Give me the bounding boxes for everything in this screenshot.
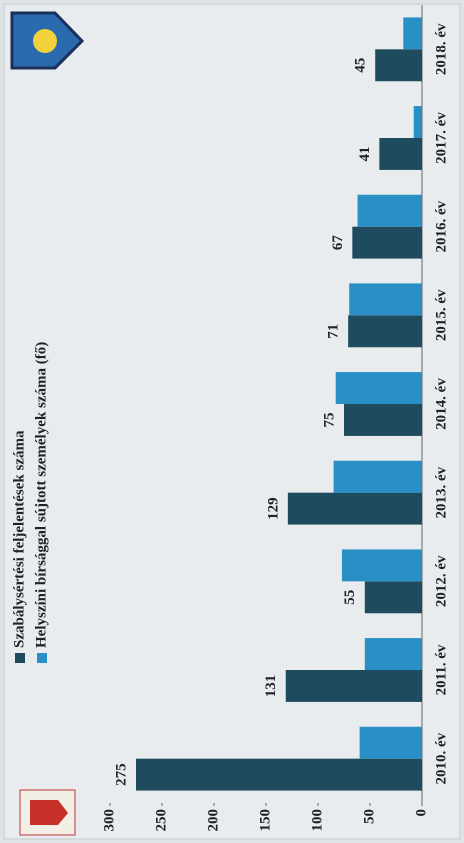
- bar: [379, 137, 422, 170]
- bar: [403, 17, 422, 50]
- bar: [352, 226, 423, 259]
- data-label: 67: [330, 235, 346, 251]
- y-tick-label: 0: [413, 809, 429, 817]
- y-tick-label: 250: [153, 809, 169, 832]
- logo-left: [19, 789, 76, 836]
- legend-label: Helyszíni bírsággal sújtott személyek sz…: [33, 342, 49, 648]
- bar: [348, 315, 422, 348]
- data-label: 55: [342, 590, 358, 605]
- chart-frame: [3, 3, 461, 840]
- x-tick-label: 2015. év: [433, 289, 449, 341]
- y-tick-label: 300: [101, 809, 117, 832]
- bar: [344, 404, 422, 436]
- data-label: 45: [353, 58, 369, 73]
- data-label: 275: [113, 763, 129, 786]
- bar: [375, 49, 423, 82]
- data-label: 131: [263, 675, 279, 698]
- bar: [349, 283, 423, 316]
- legend-swatch: [37, 653, 47, 663]
- bar: [335, 372, 422, 404]
- badge-center: [33, 29, 57, 53]
- y-tick-label: 200: [205, 809, 221, 832]
- bar: [285, 669, 423, 702]
- legend-label: Szabálysértési feljelentések száma: [11, 430, 27, 648]
- x-tick-label: 2013. év: [433, 466, 449, 518]
- bar: [364, 581, 422, 614]
- legend-swatch: [15, 653, 25, 663]
- data-label: 41: [357, 146, 373, 161]
- x-tick-label: 2017. év: [433, 112, 449, 164]
- y-tick-label: 100: [309, 809, 325, 832]
- x-tick-label: 2016. év: [433, 200, 449, 252]
- bar: [341, 549, 423, 582]
- data-label: 129: [265, 497, 281, 520]
- bar: [359, 726, 423, 759]
- bar: [357, 194, 422, 227]
- crest-shield: [30, 800, 68, 825]
- x-tick-label: 2012. év: [433, 555, 449, 607]
- bar: [287, 492, 422, 525]
- y-tick-label: 50: [361, 809, 377, 824]
- rotated-chart: 0 50 100 150 200 250 300 Szabálysértési feljele…: [3, 3, 461, 840]
- bar: [136, 758, 422, 791]
- bar: [333, 460, 423, 493]
- x-tick-label: 2010. év: [433, 732, 449, 784]
- bar: [364, 638, 422, 670]
- bar: [413, 106, 422, 138]
- x-tick-label: 2011. év: [433, 644, 449, 695]
- x-tick-label: 2018. év: [433, 23, 449, 75]
- logo-right: [10, 11, 85, 70]
- data-label: 71: [326, 324, 342, 339]
- x-tick-label: 2014. év: [433, 378, 449, 430]
- data-label: 75: [321, 412, 337, 427]
- y-tick-label: 150: [257, 809, 273, 832]
